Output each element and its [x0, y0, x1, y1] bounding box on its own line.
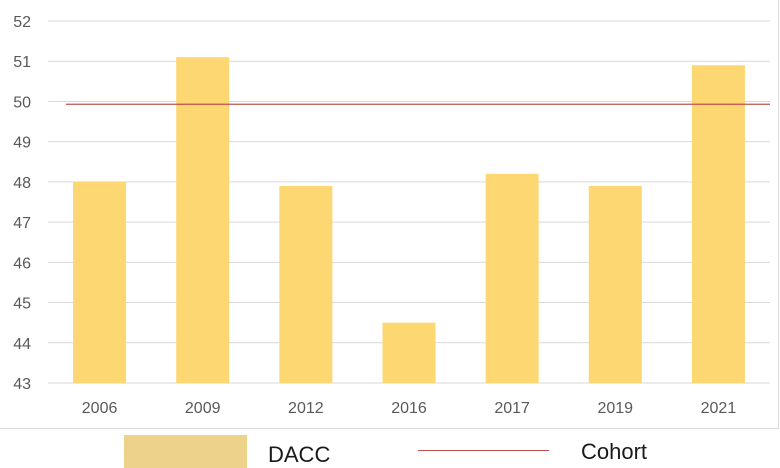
- x-tick-label: 2009: [185, 400, 221, 417]
- x-tick-label: 2006: [82, 400, 118, 417]
- bar-dacc-2016: [382, 322, 436, 383]
- y-tick-label: 45: [13, 296, 31, 313]
- bar-dacc-2006: [73, 181, 127, 383]
- gridlines: [48, 20, 770, 384]
- y-tick-label: 51: [13, 54, 31, 71]
- bar-dacc-2017: [485, 173, 539, 383]
- legend-label-cohort: Cohort: [581, 439, 648, 464]
- chart-frame: 43 44 45 46 47 48 49 50 51 52 2006 2009 2012 2016 201…: [0, 0, 779, 429]
- y-tick-label: 46: [13, 255, 31, 272]
- bar-chart: 43 44 45 46 47 48 49 50 51 52 2006 2009 2012 2016 201…: [13, 14, 770, 417]
- bar-dacc-2021: [691, 65, 745, 383]
- y-tick-label: 48: [13, 175, 31, 192]
- bar-dacc-2009: [176, 57, 230, 383]
- x-tick-label: 2012: [288, 400, 324, 417]
- x-tick-label: 2019: [597, 400, 633, 417]
- y-tick-label: 52: [13, 14, 31, 31]
- y-tick-label: 49: [13, 135, 31, 152]
- legend-line-cohort: [418, 450, 549, 451]
- x-axis-ticks: 2006 2009 2012 2016 2017 2019 2021: [82, 400, 737, 417]
- y-tick-label: 43: [13, 376, 31, 393]
- x-tick-label: 2017: [494, 400, 530, 417]
- x-tick-label: 2016: [391, 400, 427, 417]
- bars: [73, 57, 745, 383]
- bar-dacc-2019: [588, 185, 642, 383]
- bar-dacc-2012: [279, 185, 333, 383]
- y-tick-label: 44: [13, 336, 31, 353]
- legend: DACC Cohort: [0, 430, 780, 468]
- y-axis-ticks: 43 44 45 46 47 48 49 50 51 52: [13, 14, 31, 393]
- x-tick-label: 2021: [701, 400, 737, 417]
- y-tick-label: 47: [13, 215, 31, 232]
- legend-swatch-dacc: [124, 435, 247, 468]
- y-tick-label: 50: [13, 94, 31, 111]
- legend-label-dacc: DACC: [268, 442, 331, 467]
